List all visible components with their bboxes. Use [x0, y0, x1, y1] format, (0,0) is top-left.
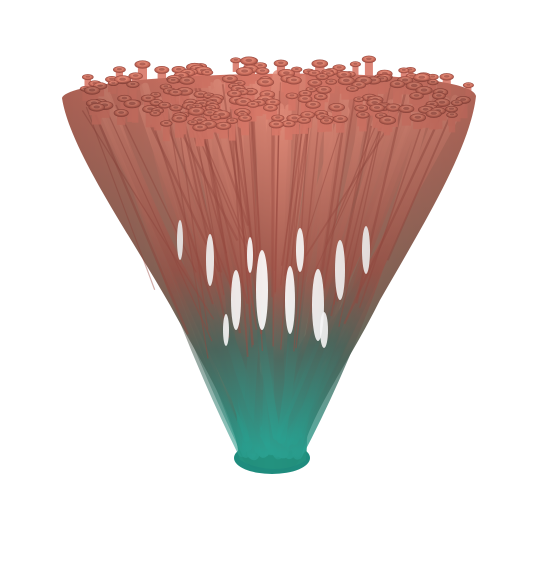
branch-tip — [361, 55, 377, 79]
branch-tip — [134, 60, 151, 83]
branch-tip — [82, 74, 94, 95]
branch-tip — [154, 66, 170, 83]
branch-tip — [273, 59, 289, 76]
coral-shading — [62, 73, 476, 472]
